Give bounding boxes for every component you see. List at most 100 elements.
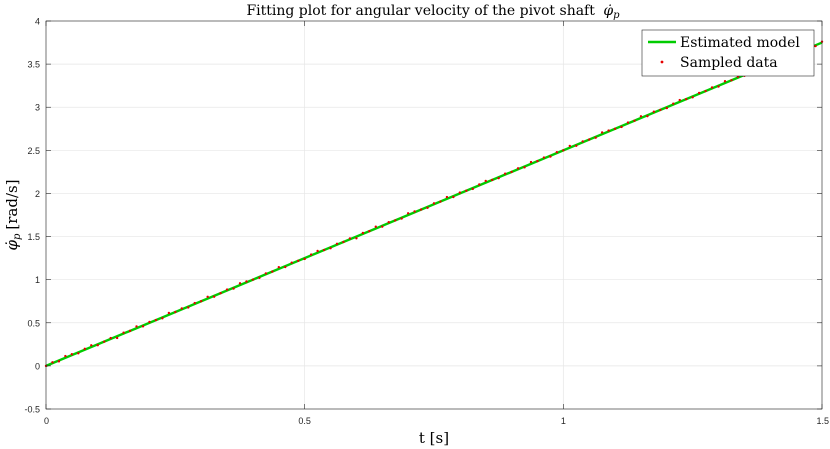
y-tick-label: 3.5 <box>27 60 40 70</box>
sampled-data-point <box>704 89 707 93</box>
x-tick-label: 0 <box>44 416 49 426</box>
legend: Estimated model Sampled data <box>641 29 815 77</box>
sampled-data-point <box>523 166 526 169</box>
sampled-data-point <box>400 217 403 220</box>
sampled-data-point <box>439 200 442 203</box>
chart-title-symbol: φ̇ <box>603 3 613 19</box>
sampled-data-point <box>77 352 80 355</box>
x-tick-labels: 0 0.5 1 1.5 <box>44 416 829 426</box>
sampled-data-point <box>678 98 681 102</box>
sampled-data-point <box>613 127 617 130</box>
sampled-data-point <box>406 212 410 215</box>
y-tick-label: 0 <box>35 361 40 371</box>
sampled-data-point <box>445 195 449 199</box>
sampled-data-point <box>529 160 533 164</box>
sampled-data-point <box>432 202 436 205</box>
sampled-data-point <box>691 96 694 99</box>
sampled-data-point <box>57 360 61 363</box>
x-tick-label: 1 <box>561 416 566 426</box>
sampled-data-point <box>277 265 280 269</box>
sampled-data-point <box>588 138 591 141</box>
sampled-data-point <box>329 246 332 250</box>
y-axis-label-unit: [rad/s] <box>3 179 21 229</box>
sampled-data-point <box>562 149 565 152</box>
sampled-data-point <box>387 221 390 224</box>
sampled-data-point <box>342 240 345 244</box>
sampled-data-point <box>167 311 171 315</box>
sampled-data-point <box>665 106 668 110</box>
y-tick-label: 0.5 <box>27 318 40 328</box>
sampled-data-point <box>128 329 132 333</box>
sampled-data-point <box>96 343 99 347</box>
plot-frame <box>45 20 823 410</box>
sampled-data-point <box>309 253 313 256</box>
y-tick-label: 2 <box>35 189 40 199</box>
y-tick-label: -0.5 <box>24 405 40 415</box>
sampled-data-point <box>161 317 164 320</box>
sampled-data-point <box>516 167 520 170</box>
y-axis-label-symbol: φ̇ <box>3 240 21 251</box>
series-layer <box>44 40 824 368</box>
sampled-data-point <box>814 44 817 48</box>
sampled-data-point <box>555 150 559 154</box>
sampled-data-point <box>646 114 649 118</box>
sampled-data-point <box>70 353 74 356</box>
sampled-data-point <box>258 276 261 280</box>
sampled-data-point <box>568 144 571 148</box>
sampled-data-point <box>90 344 93 347</box>
sampled-data-point <box>465 189 468 192</box>
sampled-data-point <box>322 248 326 252</box>
sampled-data-point <box>419 208 423 211</box>
sampled-data-point <box>219 291 222 295</box>
sampled-data-point <box>723 80 727 83</box>
sampled-data-point <box>510 170 513 174</box>
sampled-data-point <box>478 183 481 186</box>
sampled-data-point <box>471 187 474 191</box>
sampled-data-point <box>659 108 662 112</box>
sampled-data-point <box>284 265 287 269</box>
sampled-data-point <box>575 144 578 148</box>
sampled-data-point <box>303 257 306 261</box>
y-tick-label: 2.5 <box>27 146 40 156</box>
x-tick-label: 1.5 <box>816 416 829 426</box>
tick-marks <box>45 20 823 410</box>
y-tick-label: 1.5 <box>27 232 40 242</box>
sampled-data-point <box>542 156 546 159</box>
sampled-data-point <box>633 119 636 122</box>
sampled-data-point <box>355 237 358 240</box>
sampled-data-point <box>458 191 462 194</box>
sampled-data-point <box>697 91 701 95</box>
sampled-data-point <box>122 331 125 334</box>
chart-title-symbol-sub: p <box>613 10 620 21</box>
sampled-data-point <box>491 178 494 182</box>
sampled-data-point <box>206 295 209 299</box>
sampled-data-point <box>581 140 584 143</box>
sampled-data-point <box>297 259 300 263</box>
legend-label-estimated-model: Estimated model <box>680 35 800 51</box>
sampled-data-point <box>187 306 190 309</box>
sampled-data-point <box>620 125 623 129</box>
sampled-data-point <box>193 301 196 305</box>
sampled-data-point <box>594 136 597 139</box>
sampled-data-point <box>381 225 384 228</box>
sampled-data-point <box>717 85 720 88</box>
sampled-data-point <box>251 278 255 281</box>
sampled-data-point <box>413 210 416 213</box>
plot-area <box>46 21 822 409</box>
x-axis-label: t [s] <box>419 429 449 447</box>
y-axis-label-symbol-sub: p <box>12 233 23 240</box>
sampled-data-point <box>710 86 714 89</box>
sampled-data-point <box>290 261 293 264</box>
y-tick-label: 3 <box>35 103 40 113</box>
sampled-data-point <box>115 336 119 340</box>
y-tick-labels: -0.5 0 0.5 1 1.5 2 2.5 3 3.5 4 <box>24 17 40 415</box>
sampled-data-point <box>238 282 242 285</box>
sampled-data-point <box>639 115 643 118</box>
sampled-data-point <box>685 97 688 101</box>
sampled-data-point <box>497 176 500 180</box>
sampled-data-point <box>394 219 397 222</box>
sampled-data-point <box>536 159 539 163</box>
sampled-data-point <box>484 179 487 183</box>
sampled-data-point <box>109 336 112 340</box>
